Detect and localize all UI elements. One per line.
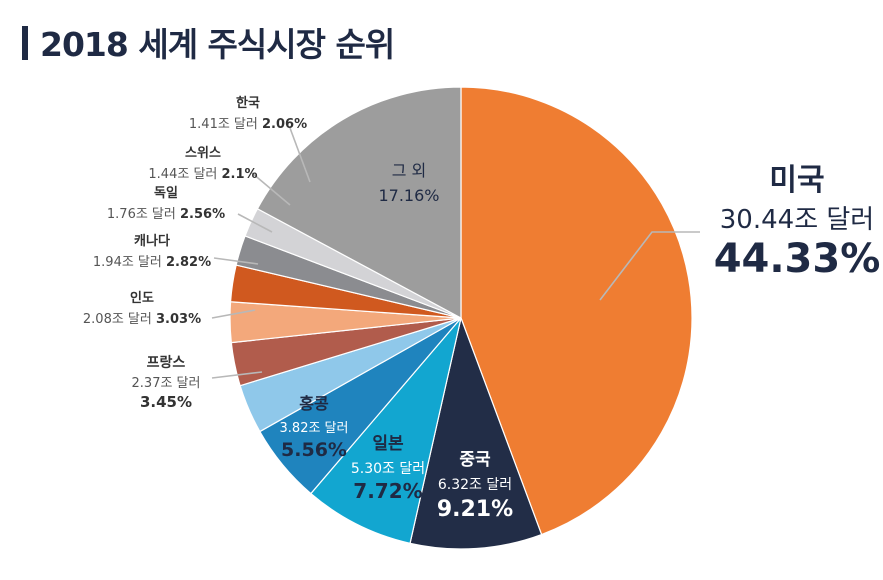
pie-slice-2 [409,315,543,550]
leader-line-6 [211,309,256,319]
page-title: 2018 세계 주식시장 순위 [40,25,395,64]
slice-name-label: 독일 [154,186,178,201]
leader-line-8 [237,213,273,233]
slice-amount-label: 3.82조 달러 [280,421,349,436]
leader-line-7 [213,257,259,265]
slice-percent-label: 5.56% [281,439,347,461]
slice-name-label: 캐나다 [134,233,170,249]
slice-percent-label: 2.1% [222,167,258,182]
slice-percent-label: 17.16% [378,186,439,205]
slice-percent-label: 3.45% [140,393,192,411]
slice-name-label: 스위스 [185,146,221,161]
slice-percent-label: 3.03% [156,312,201,327]
slice-name-label: 일본 [372,434,404,454]
slice-name-label: 중국 [459,450,491,470]
slice-amount-percent-label: 1.94조 달러 2.82% [93,255,211,270]
slice-amount-label: 2.37조 달러 [132,376,201,391]
title-accent-bar [22,26,28,60]
slice-amount-label: 30.44조 달러 [720,205,874,235]
leader-line-9 [251,172,291,206]
slice-percent-label: 2.82% [166,255,211,270]
slice-amount-label: 6.32조 달러 [438,477,512,493]
slice-amount-label: 5.30조 달러 [351,461,425,477]
slice-amount-percent-label: 1.41조 달러 2.06% [189,117,307,132]
slice-percent-label: 44.33% [714,236,881,282]
pie-slice-3 [310,317,462,545]
slice-percent-label: 2.06% [262,117,307,132]
slice-name-label: 인도 [130,290,154,306]
leader-line-1 [599,231,700,301]
leader-line-10 [289,127,311,183]
slice-amount-percent-label: 2.08조 달러 3.03% [83,312,201,327]
slice-name-label: 그 외 [392,161,427,180]
slice-amount-label: 1.44조 달러 [148,167,217,182]
slice-amount-label: 1.41조 달러 [189,117,258,132]
slice-percent-label: 9.21% [437,497,513,522]
slice-name-label: 한국 [236,95,260,111]
slice-amount-percent-label: 1.44조 달러 2.1% [148,167,257,182]
slice-amount-label: 2.08조 달러 [83,312,152,327]
slice-amount-label: 1.94조 달러 [93,255,162,270]
slice-percent-label: 7.72% [353,479,422,503]
slice-name-label: 미국 [769,163,824,198]
leader-line-5 [211,371,263,379]
slice-amount-percent-label: 1.76조 달러 2.56% [107,207,225,222]
slice-amount-label: 1.76조 달러 [107,207,176,222]
slice-name-label: 홍콩 [299,394,329,413]
slice-percent-label: 2.56% [180,207,225,222]
pie-slice-1 [460,86,693,536]
slice-name-label: 프랑스 [147,355,186,371]
